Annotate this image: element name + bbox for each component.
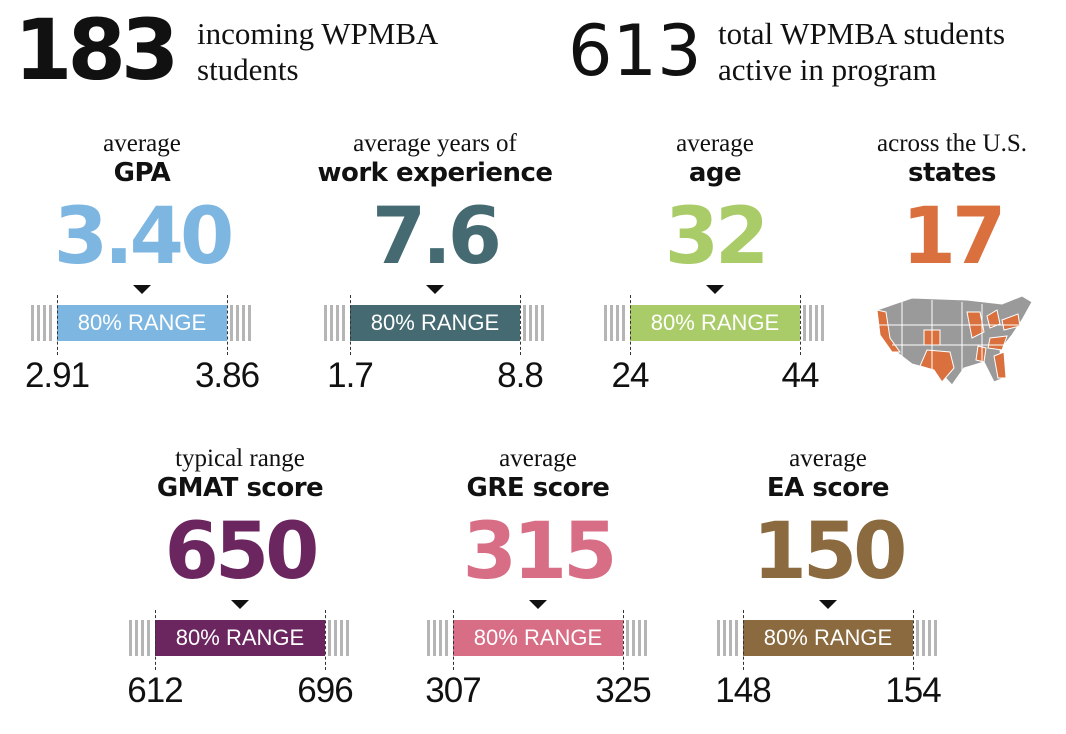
label: average [103, 130, 181, 157]
range-bar: 80% RANGE [350, 305, 520, 341]
headline-number: 613 [568, 10, 702, 92]
range-stripes [31, 305, 55, 341]
range-low: 612 [127, 671, 183, 710]
range-high: 44 [781, 356, 820, 395]
range-stripes [129, 620, 153, 656]
title: states [908, 158, 997, 188]
headline-text: total WPMBA students active in program [718, 16, 1006, 87]
title: GRE score [466, 473, 610, 503]
title: age [688, 158, 742, 188]
range-low: 2.91 [24, 356, 90, 395]
range-stripes [717, 620, 741, 656]
label: average [676, 130, 754, 157]
range-edge [453, 610, 454, 670]
range-edge [800, 295, 801, 355]
range-bar: 80% RANGE [630, 305, 800, 341]
us-map [876, 295, 1033, 386]
range-edge [155, 610, 156, 670]
label: average years of [353, 130, 517, 157]
range-stripes [523, 305, 547, 341]
range-stripes [916, 620, 940, 656]
range-stripes [328, 620, 352, 656]
range-low: 24 [611, 356, 650, 395]
value: 32 [664, 192, 770, 282]
pointer [819, 600, 837, 609]
value: 17 [901, 192, 1007, 282]
range-low: 307 [425, 671, 481, 710]
range-bar: 80% RANGE [743, 620, 913, 656]
range-edge [623, 610, 624, 670]
pointer [706, 285, 724, 294]
stat-block: average age 32 80% RANGE 24 44 [585, 130, 845, 410]
range-high: 325 [595, 671, 651, 710]
range-edge [913, 610, 914, 670]
pointer [133, 285, 151, 294]
range-edge [227, 295, 228, 355]
range-stripes [324, 305, 348, 341]
range-bar: 80% RANGE [155, 620, 325, 656]
pointer [426, 285, 444, 294]
range-stripes [604, 305, 628, 341]
range-edge [325, 610, 326, 670]
range-low: 1.7 [327, 356, 374, 395]
value: 150 [752, 507, 908, 597]
range-high: 696 [297, 671, 353, 710]
label: average [789, 445, 867, 472]
stat-block: typical range GMAT score 650 80% RANGE 612 69… [110, 445, 370, 725]
headline-number: 183 [14, 1, 179, 99]
stat-block: average years of work experience 7.6 80% RA… [305, 130, 565, 410]
label: across the U.S. [877, 130, 1027, 157]
value: 3.40 [53, 192, 234, 282]
range-bar: 80% RANGE [57, 305, 227, 341]
states-block: across the U.S. states 17 [822, 130, 1066, 410]
stat-block: average EA score 150 80% RANGE 148 154 [698, 445, 958, 725]
range-edge [57, 295, 58, 355]
pointer [529, 600, 547, 609]
label: typical range [175, 445, 305, 472]
range-bar: 80% RANGE [453, 620, 623, 656]
title: work experience [317, 158, 553, 188]
stat-block: average GPA 3.40 80% RANGE 2.91 3.86 [12, 130, 272, 410]
headline-text: incoming WPMBA students [197, 16, 437, 87]
range-edge [743, 610, 744, 670]
value: 7.6 [371, 192, 502, 282]
range-high: 154 [885, 671, 941, 710]
range-stripes [626, 620, 650, 656]
stat-block: average GRE score 315 80% RANGE 307 325 [408, 445, 668, 725]
range-high: 3.86 [194, 356, 260, 395]
range-edge [630, 295, 631, 355]
value: 650 [164, 507, 320, 597]
range-edge [350, 295, 351, 355]
value: 315 [462, 507, 618, 597]
range-stripes [803, 305, 827, 341]
range-stripes [427, 620, 451, 656]
range-high: 8.8 [497, 356, 544, 395]
range-stripes [230, 305, 254, 341]
label: average [499, 445, 577, 472]
pointer [231, 600, 249, 609]
title: EA score [766, 473, 890, 503]
title: GMAT score [156, 473, 324, 503]
range-edge [520, 295, 521, 355]
range-low: 148 [715, 671, 771, 710]
title: GPA [113, 158, 171, 188]
